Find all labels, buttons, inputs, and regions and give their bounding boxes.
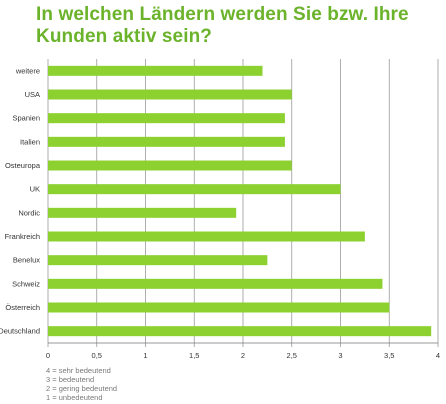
x-tick-label: 3 [338, 351, 342, 360]
category-label: Spanien [12, 114, 40, 123]
bar [48, 184, 341, 195]
x-tick-label: 0 [46, 351, 50, 360]
x-tick-label: 2 [241, 351, 245, 360]
bar [48, 278, 383, 289]
bar [48, 136, 285, 147]
category-label: Benelux [13, 256, 40, 265]
legend-note: 3 = bedeutend [46, 375, 95, 384]
x-tick-label: 4 [436, 351, 440, 360]
x-tick-label: 3,5 [384, 351, 394, 360]
x-tick-label: 2,5 [287, 351, 297, 360]
category-label: Schweiz [12, 279, 40, 288]
x-tick-label: 0,5 [92, 351, 102, 360]
category-label: Frankreich [5, 232, 40, 241]
legend-note: 4 = sehr bedeutend [46, 366, 111, 375]
bar [48, 160, 292, 171]
bar [48, 89, 292, 100]
bar [48, 231, 365, 242]
chart-title: In welchen Ländern werden Sie bzw. Ihre … [36, 4, 409, 47]
bar [48, 255, 268, 266]
category-label: Österreich [5, 303, 40, 312]
category-label: Nordic [18, 208, 40, 217]
category-label: Osteuropa [5, 161, 41, 170]
bar [48, 207, 237, 218]
category-label: UK [30, 185, 40, 194]
legend-note: 2 = gering bedeutend [46, 384, 118, 393]
category-label: Italien [20, 137, 40, 146]
bar [48, 326, 432, 337]
legend-note: 1 = unbedeutend [46, 393, 103, 402]
bar [48, 65, 263, 76]
x-tick-label: 1 [143, 351, 147, 360]
category-label: weitere [15, 66, 40, 75]
category-label: Deutschland [0, 327, 40, 336]
x-tick-label: 1,5 [189, 351, 199, 360]
rating-legend: 4 = sehr bedeutend 3 = bedeutend 2 = ger… [46, 366, 117, 402]
category-label: USA [25, 90, 40, 99]
bar [48, 113, 285, 124]
bar [48, 302, 390, 313]
